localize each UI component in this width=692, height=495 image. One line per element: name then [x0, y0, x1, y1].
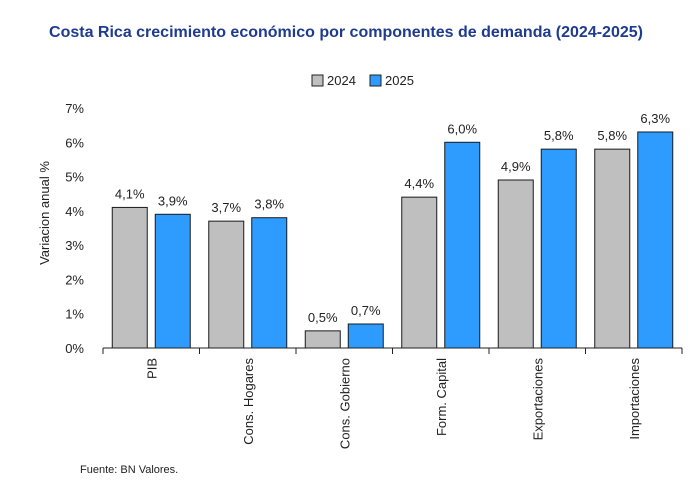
bar-2024-3	[401, 196, 438, 349]
y-tick-label: 5%	[65, 170, 84, 185]
bar-2025-1	[251, 217, 288, 349]
y-axis-label: Variacion anual %	[37, 161, 52, 265]
data-label-2024-4: 4,9%	[501, 159, 531, 174]
data-label-2024-3: 4,4%	[404, 176, 434, 191]
data-label-2024-5: 5,8%	[597, 128, 627, 143]
x-tick-label-5: Importaciones	[627, 358, 642, 440]
y-tick-label: 1%	[65, 307, 84, 322]
data-label-2025-0: 3,9%	[158, 193, 188, 208]
data-label-2025-2: 0,7%	[351, 303, 381, 318]
bar-2024-2	[304, 330, 341, 349]
y-tick-label: 7%	[65, 101, 84, 116]
y-tick-label: 4%	[65, 204, 84, 219]
x-tick-label-4: Exportaciones	[530, 358, 545, 441]
bar-2025-2	[347, 323, 384, 349]
data-label-2024-2: 0,5%	[308, 310, 338, 325]
bar-2024-4	[497, 179, 534, 349]
bar-2024-5	[594, 148, 631, 349]
x-tick-label-1: Cons. Hogares	[241, 358, 256, 445]
data-label-2025-5: 6,3%	[640, 111, 670, 126]
data-label-2024-0: 4,1%	[115, 186, 145, 201]
legend-swatch-2025	[369, 74, 382, 87]
bar-2025-4	[540, 148, 577, 349]
y-tick-label: 2%	[65, 272, 84, 287]
legend-swatch-2024	[311, 74, 324, 87]
x-tick-label-2: Cons. Gobierno	[337, 358, 352, 449]
y-tick-label: 3%	[65, 238, 84, 253]
data-label-2025-4: 5,8%	[544, 128, 574, 143]
bar-2025-0	[154, 213, 191, 349]
y-tick-label: 6%	[65, 135, 84, 150]
legend-label-2024: 2024	[327, 73, 356, 88]
bar-2025-5	[637, 131, 674, 349]
data-label-2025-3: 6,0%	[447, 121, 477, 136]
x-tick-label-3: Form. Capital	[434, 358, 449, 436]
y-tick-label: 0%	[65, 341, 84, 356]
chart-source: Fuente: BN Valores.	[80, 464, 179, 476]
x-tick-label-0: PIB	[144, 358, 159, 379]
legend-label-2025: 2025	[385, 73, 414, 88]
bar-2024-0	[111, 206, 148, 349]
bar-2024-1	[208, 220, 245, 349]
chart-title: Costa Rica crecimiento económico por com…	[49, 24, 643, 41]
data-label-2024-1: 3,7%	[211, 200, 241, 215]
bar-2025-3	[444, 141, 481, 349]
data-label-2025-1: 3,8%	[254, 197, 284, 212]
